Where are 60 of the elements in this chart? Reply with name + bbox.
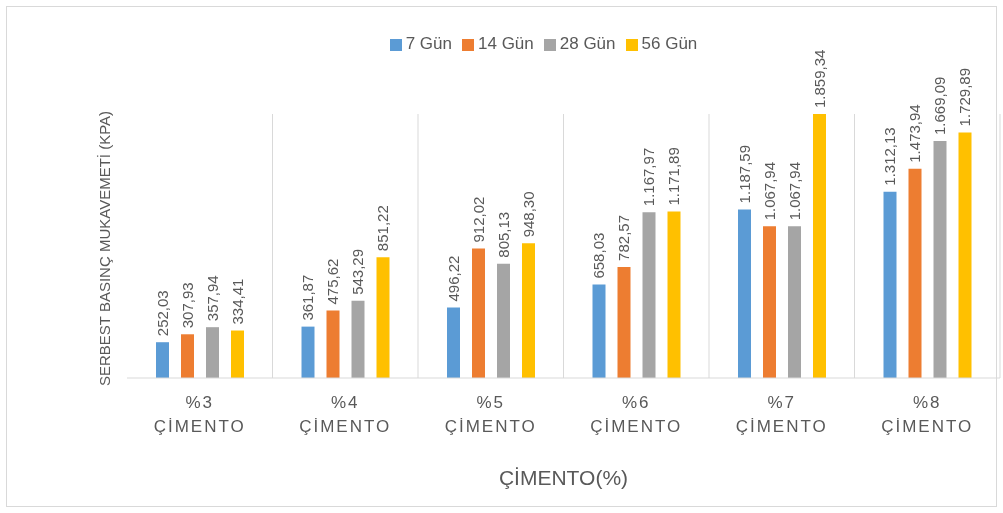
data-label: 851,22: [374, 205, 392, 252]
data-label: 658,03: [590, 232, 608, 279]
data-label: 1.312,13: [881, 127, 899, 186]
data-label: 307,93: [179, 282, 196, 329]
x-tick-label: %4 ÇİMENTO: [299, 393, 392, 436]
data-label: 1.067,94: [786, 161, 803, 221]
bar: [472, 248, 485, 378]
bar: [231, 330, 244, 378]
data-label: 782,57: [615, 215, 633, 261]
bar: [522, 243, 535, 378]
data-label: 948,30: [520, 191, 537, 238]
bar: [738, 209, 751, 378]
bar: [788, 226, 801, 378]
bar: [883, 191, 897, 378]
x-axis-title: ÇİMENTO(%): [498, 466, 629, 489]
legend-label: 14 Gün: [478, 34, 534, 53]
data-label: 1.729,89: [956, 67, 974, 127]
data-label: 361,87: [299, 274, 317, 321]
bar: [763, 226, 776, 378]
bar: [181, 334, 194, 378]
data-label: 1.167,97: [640, 147, 658, 207]
bar: [206, 327, 219, 378]
bar: [617, 266, 631, 378]
data-label: 1.859,34: [811, 49, 828, 108]
data-label: 912,02: [470, 196, 487, 243]
data-label: 543,29: [349, 248, 367, 295]
bar: [447, 307, 460, 378]
y-axis-title: SERBEST BASINÇ MUKAVEMETİ (KPA): [96, 110, 114, 386]
bar: [813, 114, 826, 378]
data-label: 1.669,09: [931, 76, 949, 136]
data-label: 1.171,89: [665, 147, 683, 206]
data-label: 1.187,59: [736, 144, 753, 204]
bar: [301, 326, 315, 378]
bar: [933, 141, 947, 378]
data-label: 357,94: [204, 275, 221, 322]
data-label: 252,03: [154, 290, 171, 337]
bar: [351, 300, 365, 378]
bar: [642, 212, 656, 378]
bar: [958, 132, 972, 378]
x-tick-label: %6 ÇİMENTO: [590, 393, 683, 436]
legend-label: 56 Gün: [641, 34, 698, 53]
data-label: 496,22: [445, 255, 462, 302]
legend-label: 7 Gün: [405, 34, 452, 53]
legend-label: 28 Gün: [559, 34, 616, 53]
x-tick-label: %5 ÇİMENTO: [444, 393, 537, 436]
x-tick-label: %7 ÇİMENTO: [735, 393, 828, 436]
bar: [667, 211, 681, 378]
data-label: 475,62: [324, 258, 342, 305]
bar: [908, 168, 922, 378]
bar: [497, 263, 510, 378]
bar: [156, 342, 169, 378]
data-label: 334,41: [229, 278, 246, 325]
bar: [326, 310, 340, 378]
data-label: 1.473,94: [906, 104, 924, 163]
data-label: 1.067,94: [761, 161, 778, 221]
bar: [376, 257, 390, 378]
data-label: 805,13: [495, 211, 512, 258]
x-tick-label: %3 ÇİMENTO: [153, 393, 246, 436]
bar: [592, 284, 606, 378]
x-tick-label: %8 ÇİMENTO: [881, 393, 974, 436]
